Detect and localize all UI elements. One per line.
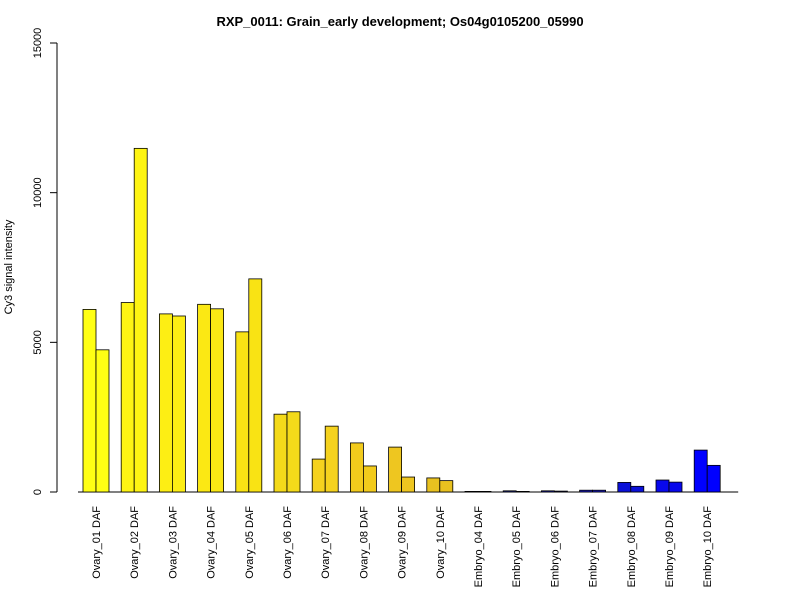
bar-rep2 bbox=[324, 425, 339, 493]
bar-rep1 bbox=[158, 313, 173, 493]
bar-rep1 bbox=[464, 491, 479, 493]
chart-title: RXP_0011: Grain_early development; Os04g… bbox=[216, 14, 583, 29]
x-category-label: Embryo_04 DAF bbox=[473, 506, 485, 588]
bars-group bbox=[82, 147, 721, 493]
x-category-label: Ovary_05 DAF bbox=[244, 506, 256, 579]
bar-rep1 bbox=[197, 303, 212, 493]
bar-rep1 bbox=[273, 413, 288, 493]
x-category-label: Ovary_02 DAF bbox=[129, 506, 141, 579]
bar-rep1 bbox=[349, 442, 364, 493]
y-axis-ticks: 0 5000 10000 15000 bbox=[32, 28, 57, 495]
y-tick-label: 10000 bbox=[32, 177, 44, 208]
bar-rep1 bbox=[120, 302, 135, 493]
bar-rep2 bbox=[668, 481, 683, 493]
bar-rep2 bbox=[210, 308, 225, 493]
x-category-label: Embryo_05 DAF bbox=[511, 506, 523, 588]
x-category-label: Ovary_10 DAF bbox=[435, 506, 447, 579]
bar-rep1 bbox=[541, 490, 555, 493]
x-category-label: Embryo_06 DAF bbox=[549, 506, 561, 588]
y-tick-label: 0 bbox=[32, 489, 44, 495]
y-tick-label: 15000 bbox=[32, 28, 44, 59]
x-category-label: Embryo_09 DAF bbox=[664, 506, 676, 588]
bar-rep1 bbox=[693, 449, 708, 493]
bar-rep2 bbox=[133, 147, 148, 493]
x-category-label: Ovary_09 DAF bbox=[397, 506, 409, 579]
bar-rep2 bbox=[477, 491, 492, 493]
bar-rep2 bbox=[706, 464, 721, 493]
x-category-label: Ovary_01 DAF bbox=[91, 506, 103, 579]
bar-rep1 bbox=[235, 331, 250, 493]
y-tick-label: 5000 bbox=[32, 330, 44, 354]
bar-rep1 bbox=[311, 458, 326, 493]
bar-rep2 bbox=[401, 476, 416, 493]
x-category-label: Ovary_07 DAF bbox=[320, 506, 332, 579]
bar-rep2 bbox=[592, 489, 606, 493]
bar-rep2 bbox=[171, 315, 186, 493]
bar-rep1 bbox=[617, 482, 632, 493]
bar-rep2 bbox=[248, 278, 263, 493]
bar-rep2 bbox=[439, 480, 454, 493]
x-category-label: Ovary_04 DAF bbox=[206, 506, 218, 579]
bar-rep1 bbox=[82, 309, 97, 493]
bar-rep2 bbox=[554, 490, 568, 493]
x-category-label: Ovary_08 DAF bbox=[358, 506, 370, 579]
x-category-label: Embryo_08 DAF bbox=[626, 506, 638, 588]
bar-rep1 bbox=[426, 477, 441, 493]
bar-rep2 bbox=[95, 349, 110, 493]
y-axis-label: Cy3 signal intensity bbox=[3, 219, 15, 314]
x-category-label: Embryo_10 DAF bbox=[702, 506, 714, 588]
bar-rep1 bbox=[502, 490, 517, 493]
bar-rep2 bbox=[286, 411, 301, 493]
x-category-label: Embryo_07 DAF bbox=[588, 506, 600, 588]
bar-rep1 bbox=[388, 446, 403, 493]
bar-rep1 bbox=[579, 489, 593, 493]
bar-rep2 bbox=[362, 465, 377, 493]
bar-rep2 bbox=[630, 485, 645, 493]
bar-rep2 bbox=[515, 491, 530, 493]
x-category-label: Ovary_03 DAF bbox=[167, 506, 179, 579]
category-labels: Ovary_01 DAF Ovary_02 DAF Ovary_03 DAF Ovar… bbox=[91, 506, 714, 588]
x-category-label: Ovary_06 DAF bbox=[282, 506, 294, 579]
bar-rep1 bbox=[655, 479, 670, 493]
